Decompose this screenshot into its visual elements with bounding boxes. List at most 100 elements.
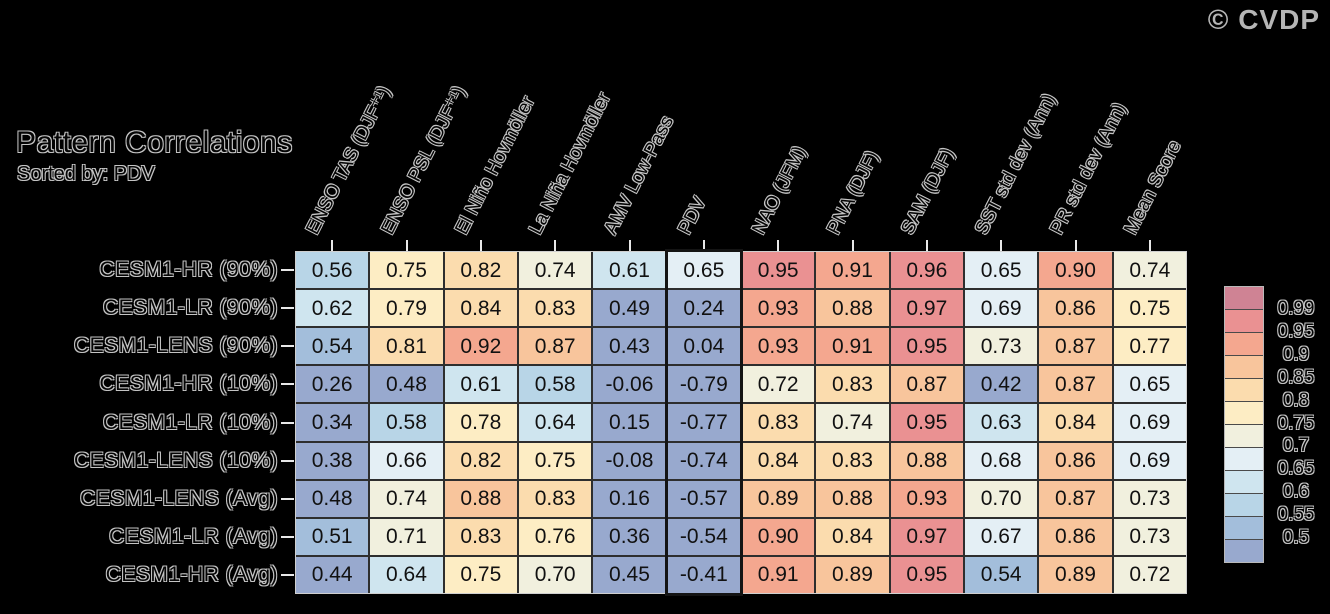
row-tick — [281, 421, 294, 424]
heatmap-cell: 0.91 — [742, 556, 815, 593]
row-label: CESM1-LR (90%) — [102, 296, 278, 320]
legend-tick-label: 0.99 — [1277, 297, 1315, 319]
column-tick — [331, 240, 334, 251]
heatmap-cell: 0.87 — [890, 366, 963, 403]
heatmap-cell: 0.75 — [519, 442, 592, 479]
heatmap-cell: 0.34 — [296, 404, 369, 441]
heatmap-cell: 0.90 — [742, 518, 815, 555]
row-label: CESM1-LR (Avg) — [109, 524, 278, 548]
heatmap-cell: 0.04 — [667, 328, 740, 365]
heatmap-cell: 0.89 — [742, 480, 815, 517]
heatmap-cell: 0.74 — [519, 252, 592, 289]
column-header: SAM (DJF) — [897, 144, 959, 239]
heatmap-cell: 0.75 — [444, 556, 517, 593]
legend-swatch — [1225, 379, 1263, 402]
heatmap-cell: 0.95 — [890, 328, 963, 365]
heatmap-cell: 0.83 — [742, 404, 815, 441]
heatmap-cell: 0.73 — [1113, 480, 1186, 517]
heatmap-cell: 0.16 — [593, 480, 666, 517]
colorbar-legend — [1224, 286, 1264, 563]
heatmap-cell: 0.93 — [742, 328, 815, 365]
heatmap-cell: 0.64 — [370, 556, 443, 593]
row-tick — [281, 383, 294, 386]
legend-swatch — [1225, 356, 1263, 379]
heatmap-cell: 0.73 — [1113, 518, 1186, 555]
column-header: PR std dev (Ann) — [1045, 99, 1131, 239]
chart-title: Pattern Correlations — [16, 126, 293, 159]
heatmap-cell: 0.82 — [444, 252, 517, 289]
legend-swatch — [1225, 310, 1263, 333]
heatmap-cell: 0.83 — [816, 366, 889, 403]
heatmap-cell: 0.86 — [1039, 518, 1112, 555]
heatmap-cell: 0.84 — [1039, 404, 1112, 441]
heatmap-cell: 0.69 — [1113, 442, 1186, 479]
heatmap-cell: 0.91 — [816, 328, 889, 365]
heatmap-cell: 0.66 — [370, 442, 443, 479]
legend-tick-label: 0.6 — [1282, 481, 1310, 503]
heatmap-cell: 0.67 — [965, 518, 1038, 555]
heatmap-cell: 0.97 — [890, 290, 963, 327]
column-header: PNA (DJF) — [822, 147, 883, 239]
row-label: CESM1-HR (Avg) — [105, 562, 278, 586]
legend-swatch — [1225, 471, 1263, 494]
row-tick — [281, 307, 294, 310]
column-tick — [702, 240, 705, 251]
heatmap-cell: 0.48 — [370, 366, 443, 403]
legend-swatch — [1225, 333, 1263, 356]
heatmap-cell: 0.24 — [667, 290, 740, 327]
row-label: CESM1-LENS (10%) — [73, 448, 278, 472]
heatmap-cell: 0.69 — [1113, 404, 1186, 441]
heatmap-cell: 0.97 — [890, 518, 963, 555]
heatmap-cell: 0.82 — [444, 442, 517, 479]
heatmap-cell: 0.54 — [296, 328, 369, 365]
row-label: CESM1-LENS (90%) — [73, 334, 278, 358]
heatmap-cell: 0.90 — [1039, 252, 1112, 289]
legend-tick-label: 0.65 — [1277, 458, 1315, 480]
heatmap-cell: 0.64 — [519, 404, 592, 441]
heatmap-cell: 0.15 — [593, 404, 666, 441]
heatmap-cell: 0.65 — [1113, 366, 1186, 403]
heatmap-cell: 0.87 — [1039, 328, 1112, 365]
legend-tick-label: 0.9 — [1282, 343, 1310, 365]
row-label: CESM1-HR (90%) — [99, 258, 278, 282]
column-header: PDV — [674, 193, 711, 239]
heatmap-cell: 0.42 — [965, 366, 1038, 403]
column-header: La Niña Hovmöller — [525, 89, 616, 239]
heatmap-cell: 0.43 — [593, 328, 666, 365]
legend-tick-label: 0.95 — [1277, 320, 1315, 342]
heatmap-cell: -0.06 — [593, 366, 666, 403]
column-header: ENSO TAS (DJF⁺¹) — [302, 82, 396, 239]
heatmap-cell: 0.81 — [370, 328, 443, 365]
heatmap-cell: 0.84 — [816, 518, 889, 555]
heatmap-cell: 0.96 — [890, 252, 963, 289]
heatmap-cell: 0.49 — [593, 290, 666, 327]
heatmap-cell: -0.74 — [667, 442, 740, 479]
heatmap-cell: 0.84 — [742, 442, 815, 479]
legend-swatch — [1225, 517, 1263, 540]
heatmap-cell: 0.87 — [1039, 480, 1112, 517]
heatmap-cell: 0.58 — [519, 366, 592, 403]
row-tick — [281, 497, 294, 500]
heatmap-cell: 0.86 — [1039, 442, 1112, 479]
column-tick — [925, 240, 928, 251]
heatmap-cell: 0.95 — [890, 404, 963, 441]
heatmap-cell: 0.83 — [816, 442, 889, 479]
row-tick — [281, 345, 294, 348]
heatmap-cell: 0.58 — [370, 404, 443, 441]
heatmap-grid: 0.56 0.75 0.82 0.74 0.61 0.65 0.95 0.91 0.96 0.65… — [296, 252, 1186, 593]
heatmap-cell: -0.08 — [593, 442, 666, 479]
heatmap-cell: 0.75 — [370, 252, 443, 289]
heatmap-cell: 0.54 — [965, 556, 1038, 593]
heatmap-table: 0.56 0.75 0.82 0.74 0.61 0.65 0.95 0.91 0.96 0.65… — [295, 251, 1187, 594]
row-label: CESM1-LR (10%) — [102, 410, 278, 434]
heatmap-cell: 0.95 — [890, 556, 963, 593]
heatmap-cell: 0.63 — [965, 404, 1038, 441]
row-tick — [281, 459, 294, 462]
column-tick — [1148, 240, 1151, 251]
heatmap-cell: 0.61 — [444, 366, 517, 403]
heatmap-cell: 0.70 — [519, 556, 592, 593]
heatmap-cell: 0.87 — [1039, 366, 1112, 403]
column-header: El Niño Hovmöller — [451, 93, 539, 239]
heatmap-cell: 0.88 — [890, 442, 963, 479]
legend-swatch — [1225, 494, 1263, 517]
